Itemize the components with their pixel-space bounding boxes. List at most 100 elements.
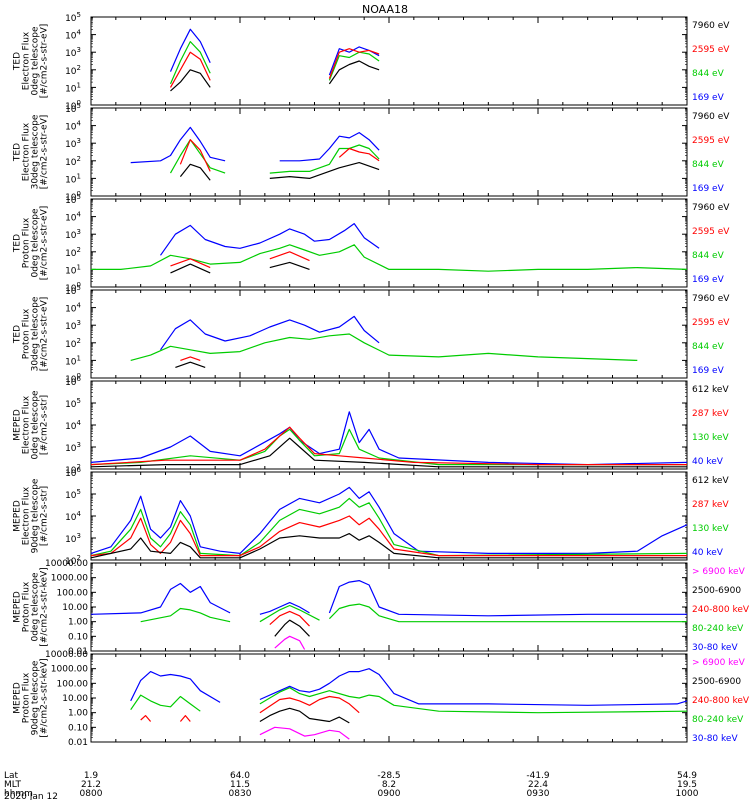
x-tick-lat: 1.9: [84, 771, 99, 781]
series-line: [175, 361, 206, 368]
y-axis-label-line: TED: [13, 52, 23, 71]
legend-entry: 7960 eV: [692, 294, 730, 304]
series-line: [169, 40, 211, 85]
y-tick-label: 10.00: [62, 694, 88, 704]
series-169-ev: [160, 223, 380, 256]
legend-entry: 7960 eV: [692, 21, 730, 31]
y-axis-label-line: [#/cm2-s-str-keV]: [40, 567, 50, 646]
series-line: [328, 48, 380, 79]
legend-entry: 130 keV: [692, 524, 729, 534]
legend-entry: 169 eV: [692, 184, 725, 194]
series-line: [90, 515, 687, 557]
y-tick-label: 104: [65, 419, 81, 432]
y-axis-label-line: MEPED: [13, 591, 23, 623]
y-axis-label-line: Proton Flux: [22, 581, 32, 632]
y-tick-label: 105: [65, 397, 81, 410]
y-axis-label: TED Proton Flux 30deg telescope [#/cm2-s-st…: [13, 296, 50, 371]
series-7960-ev: [170, 60, 380, 92]
y-axis-label-line: Proton Flux: [22, 672, 32, 723]
series-844-ev: [91, 244, 688, 272]
y-axis-label-line: 0deg telescope: [31, 572, 41, 642]
legend-entry: > 6900 keV: [692, 567, 746, 577]
y-axis-label-line: MEPED: [13, 409, 23, 441]
series-287-kev: [90, 515, 687, 557]
x-tick-lat: -28.5: [377, 771, 400, 781]
legend-entry: 30-80 keV: [692, 643, 738, 653]
series-130-kev: [90, 428, 687, 466]
x-tick-mlt: 21.2: [81, 780, 101, 790]
series-80-240-kev: [130, 687, 688, 714]
legend-entry: 169 eV: [692, 275, 725, 285]
x-tick-hhmm: 0830: [229, 789, 252, 799]
y-tick-label: 104: [65, 510, 81, 523]
series-line: [140, 607, 231, 623]
series-line: [130, 670, 221, 703]
y-axis-label-line: Electron Flux: [22, 486, 32, 545]
series-line: [274, 619, 310, 637]
series-240-800-kev: [269, 610, 310, 627]
series-40-kev: [90, 411, 688, 466]
y-tick-label: 104: [65, 302, 81, 315]
legend-entry: 169 eV: [692, 93, 725, 103]
y-axis-label-line: 0deg telescope: [31, 208, 41, 278]
legend-entry: 7960 eV: [692, 203, 730, 213]
y-tick-label: 104: [65, 211, 81, 224]
series-612-kev: [90, 532, 687, 559]
legend-entry: 30-80 keV: [692, 734, 738, 744]
series-844-ev: [169, 40, 380, 85]
series-line: [328, 579, 687, 617]
series-line: [170, 258, 211, 269]
panel-frame: [90, 471, 688, 561]
y-tick-label: 102: [65, 337, 81, 350]
y-axis-label-line: 30deg telescope: [31, 296, 41, 371]
y-tick-label: 103: [65, 441, 81, 454]
legend-entry: 844 eV: [692, 251, 725, 261]
legend-entry: 2595 eV: [692, 227, 730, 237]
y-tick-label: 103: [65, 319, 81, 332]
series-130-kev: [90, 497, 688, 557]
y-axis-label-line: [#/cm2-s-str-keV]: [40, 658, 50, 737]
panel-frame: [90, 653, 688, 743]
series-line: [90, 486, 688, 555]
series-line: [328, 60, 380, 85]
legend-entry: 2500-6900: [692, 677, 741, 687]
series--6900-kev: [274, 635, 306, 650]
y-axis-label: MEPED Electron Flux 90deg telescope [#/cm2-…: [13, 478, 50, 553]
panel-frame: [90, 380, 688, 470]
y-axis-label-line: Electron Flux: [22, 122, 32, 181]
series-844-ev: [130, 333, 638, 361]
series-line: [269, 610, 310, 627]
y-axis-label-line: Electron Flux: [22, 395, 32, 454]
series-line: [90, 437, 687, 468]
series-30-80-kev: [90, 579, 687, 617]
series-line: [269, 162, 380, 179]
legend-entry: 2595 eV: [692, 318, 730, 328]
y-axis-label-line: Proton Flux: [22, 308, 32, 359]
series-30-80-kev: [130, 668, 688, 706]
y-tick-label: 105: [65, 11, 81, 24]
series-line: [130, 126, 226, 164]
y-tick-label: 100.00: [57, 588, 89, 598]
panel-frame: [90, 562, 688, 652]
series-line: [90, 497, 688, 557]
series-line: [259, 726, 350, 740]
y-axis-label-line: 90deg telescope: [31, 478, 41, 553]
x-tick-hhmm: 0930: [527, 789, 550, 799]
series-line: [169, 28, 211, 72]
series-line: [269, 251, 310, 262]
series-7960-ev: [175, 361, 206, 368]
y-axis-label-line: MEPED: [13, 682, 23, 714]
legend-entry: 2595 eV: [692, 45, 730, 55]
series-line: [328, 603, 687, 623]
y-tick-label: 103: [65, 228, 81, 241]
legend-entry: 80-240 keV: [692, 715, 744, 725]
series-2595-ev: [180, 356, 201, 361]
y-axis-label-line: [#/cm2-s-str-eV]: [40, 206, 50, 281]
y-tick-label: 10000.00: [45, 650, 88, 660]
x-tick-mlt: 11.5: [230, 780, 250, 790]
